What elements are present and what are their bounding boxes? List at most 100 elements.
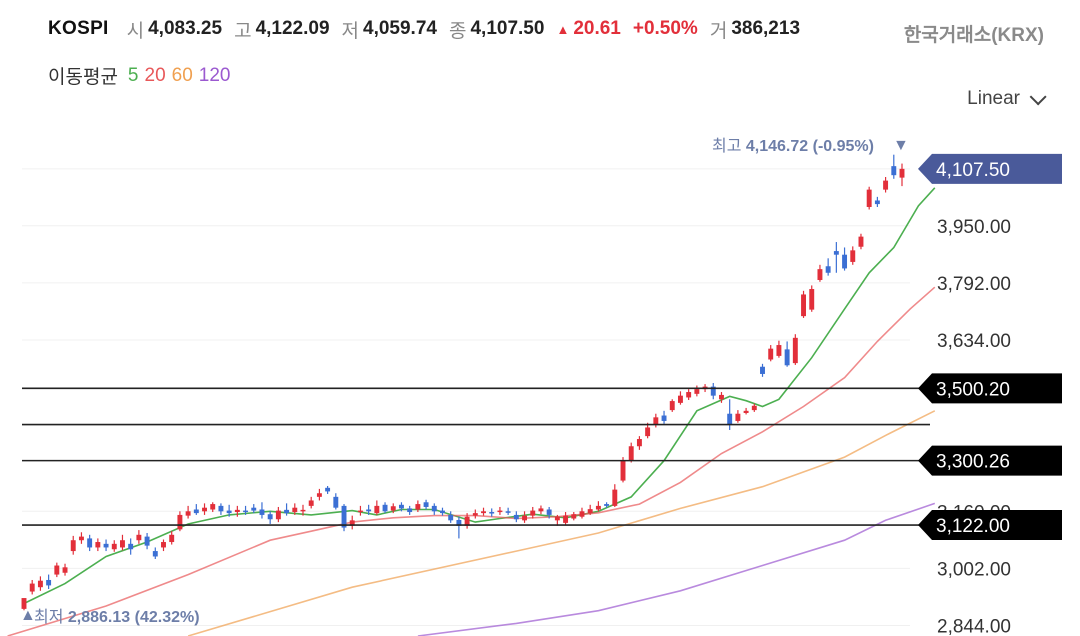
candle-body <box>440 510 445 514</box>
candle-body <box>259 509 265 515</box>
candle-body <box>390 506 396 511</box>
level-tag-label: 3,500.20 <box>936 379 1010 400</box>
candle-body <box>505 511 511 513</box>
candle-body <box>103 543 109 548</box>
candle-body <box>743 410 749 413</box>
candle-body <box>677 395 683 403</box>
candle-body <box>661 415 667 421</box>
candle-body <box>825 266 831 273</box>
candle-body <box>95 542 101 548</box>
candle-body <box>899 168 905 178</box>
low-value: 4,059.74 <box>363 18 437 39</box>
candle-body <box>784 349 790 366</box>
ma-60-label[interactable]: 60 <box>171 64 193 86</box>
level-tag <box>918 510 1062 541</box>
low-label: 저 <box>341 20 360 42</box>
candle-body <box>751 405 757 411</box>
candle-body <box>202 507 207 512</box>
candle-body <box>210 504 216 510</box>
candle-body <box>87 538 93 548</box>
scale-label: Linear <box>967 88 1020 109</box>
candle-body <box>472 513 478 516</box>
triangle-down-icon: ▼ <box>893 137 909 154</box>
candle-body <box>169 534 175 543</box>
candle-body <box>54 565 60 575</box>
candle-body <box>226 510 232 514</box>
candle-body <box>193 509 199 514</box>
level-tag-label: 3,122.00 <box>936 516 1010 537</box>
ma-120-label[interactable]: 120 <box>198 64 231 86</box>
candle-body <box>70 540 76 552</box>
candle-body <box>128 543 134 550</box>
candle-body <box>628 446 634 461</box>
candle-body <box>21 598 27 609</box>
ma-20-label[interactable]: 20 <box>144 64 166 86</box>
candle-body <box>243 510 249 513</box>
candle-body <box>300 509 306 512</box>
moving-average-legend: 이동평균 5 20 60 120 <box>48 62 230 89</box>
level-tag <box>918 445 1062 476</box>
close-value: 4,107.50 <box>470 18 545 39</box>
ma-60-line <box>187 410 936 636</box>
candle-body <box>374 505 380 514</box>
open-label: 시 <box>126 20 145 42</box>
candle-body <box>366 509 372 512</box>
candle-body <box>481 511 486 514</box>
candle-body <box>636 439 642 447</box>
candle-body <box>817 269 823 280</box>
candle-body <box>522 515 528 521</box>
candle-body <box>398 504 404 509</box>
triangle-up-icon: ▲ <box>556 21 570 37</box>
change-value: 20.61 <box>573 18 621 39</box>
level-tag-label: 3,300.26 <box>936 452 1010 473</box>
candle-body <box>850 250 856 262</box>
candle-body <box>587 509 593 514</box>
ma-120-line <box>417 502 936 636</box>
candle-body <box>801 294 806 317</box>
candle-body <box>120 540 125 548</box>
current-price-tag <box>918 153 1062 184</box>
candle-body <box>760 366 765 374</box>
scale-dropdown[interactable]: Linear <box>967 88 1047 110</box>
candle-body <box>357 510 363 513</box>
candle-body <box>710 386 716 396</box>
candle-body <box>111 543 117 550</box>
candle-body <box>686 392 692 398</box>
min-annotation-label: 최저 2,886.13 (42.32%) <box>34 608 200 626</box>
candle-body <box>792 337 798 364</box>
y-tick-label: 2,844.00 <box>937 617 1011 636</box>
candle-body <box>563 515 569 523</box>
level-tag <box>918 373 1062 404</box>
max-annotation-value: 4,146.72 (-0.95%) <box>746 138 874 155</box>
candle-body <box>267 514 273 520</box>
candle-body <box>571 514 577 519</box>
candle-body <box>694 389 700 394</box>
candle-body <box>177 514 183 530</box>
candle-body <box>431 505 437 512</box>
y-tick-label: 3,950.00 <box>937 217 1011 238</box>
volume-value: 386,213 <box>731 18 801 39</box>
index-name: KOSPI <box>48 18 109 39</box>
candle-body <box>333 496 339 508</box>
ma-5-label[interactable]: 5 <box>127 64 139 86</box>
volume-label: 거 <box>709 20 728 42</box>
candle-body <box>423 502 429 507</box>
candle-body <box>489 512 495 514</box>
ma-legend-title: 이동평균 <box>48 67 118 88</box>
triangle-up-icon: ▲ <box>20 607 36 624</box>
candle-body <box>595 505 601 510</box>
candle-body <box>546 509 552 515</box>
max-annotation-label: 최고 4,146.72 (-0.95%) <box>712 137 874 155</box>
high-label: 고 <box>234 20 252 42</box>
candle-body <box>776 345 782 356</box>
close-label: 종 <box>448 20 467 42</box>
candle-body <box>883 180 889 190</box>
candle-body <box>669 401 675 411</box>
candle-body <box>874 200 880 205</box>
candle-body <box>497 510 503 513</box>
candle-body <box>308 500 314 506</box>
candle-body <box>612 489 618 506</box>
candle-body <box>349 520 355 526</box>
exchange-name: 한국거래소(KRX) <box>903 25 1044 46</box>
